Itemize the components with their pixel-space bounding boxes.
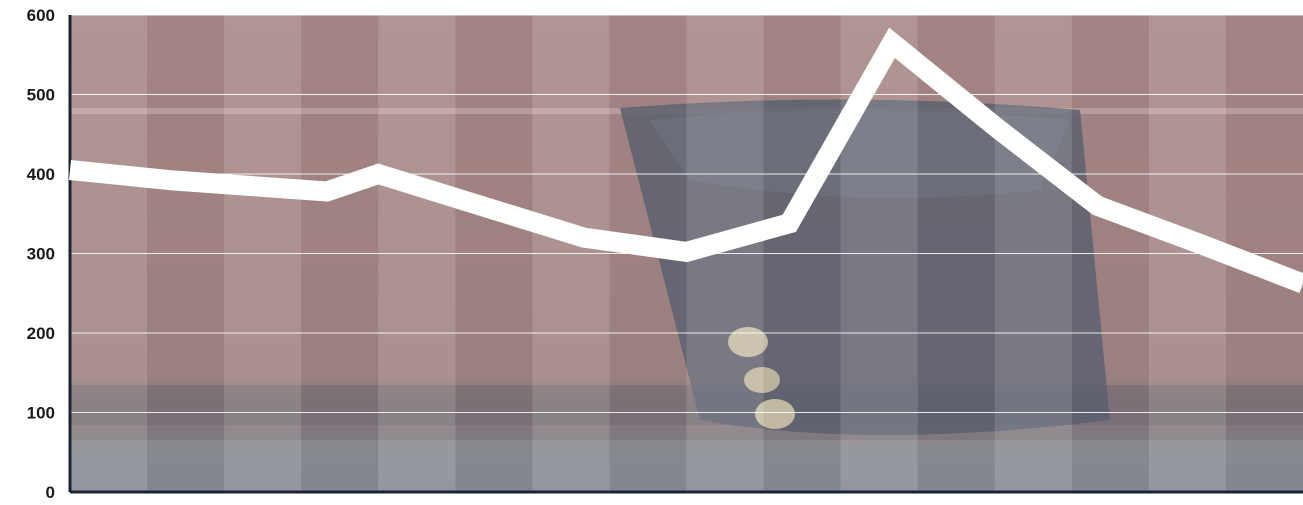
- axes: [68, 15, 1303, 494]
- gridlines: [70, 14, 1303, 413]
- y-tick-labels: 0 100 200 300 400 500 600: [27, 6, 55, 502]
- y-tick-label: 100: [27, 404, 55, 423]
- y-tick-label: 0: [46, 483, 55, 502]
- y-tick-label: 400: [27, 165, 55, 184]
- series-line: [68, 27, 1303, 294]
- y-tick-label: 500: [27, 86, 55, 105]
- y-tick-label: 600: [27, 6, 55, 25]
- series-layer: [68, 27, 1303, 294]
- y-tick-label: 200: [27, 324, 55, 343]
- y-tick-label: 300: [27, 245, 55, 264]
